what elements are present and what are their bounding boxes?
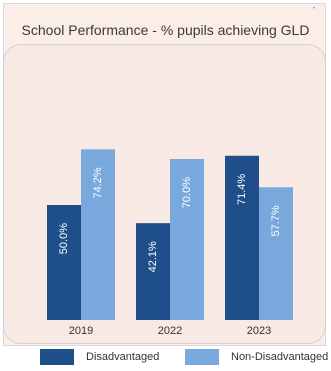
bar-non-disadvantaged-2023 bbox=[259, 187, 293, 320]
data-label-disadvantaged-2019: 50.0% bbox=[58, 223, 70, 254]
data-label-non-disadvantaged-2023: 57.7% bbox=[270, 205, 282, 236]
data-label-disadvantaged-2022: 42.1% bbox=[147, 241, 159, 272]
x-tick-label-2022: 2022 bbox=[158, 325, 182, 337]
legend-item-non-disadvantaged: Non-Disadvantaged bbox=[185, 349, 328, 365]
x-tick-label-2019: 2019 bbox=[69, 325, 93, 337]
legend-swatch-disadvantaged bbox=[40, 349, 74, 365]
bar-disadvantaged-2022 bbox=[136, 223, 170, 320]
data-label-non-disadvantaged-2019: 74.2% bbox=[92, 167, 104, 198]
bar-non-disadvantaged-2019 bbox=[81, 149, 115, 320]
x-tick-label-2023: 2023 bbox=[247, 325, 271, 337]
decorative-dot: • bbox=[312, 6, 315, 12]
bar-non-disadvantaged-2022 bbox=[170, 159, 204, 320]
legend-item-disadvantaged: Disadvantaged bbox=[40, 349, 159, 365]
legend: Disadvantaged Non-Disadvantaged bbox=[0, 349, 331, 371]
legend-label-non-disadvantaged: Non-Disadvantaged bbox=[231, 351, 329, 363]
bar-disadvantaged-2023 bbox=[225, 155, 259, 320]
legend-swatch-non-disadvantaged bbox=[185, 349, 219, 365]
data-label-disadvantaged-2023: 71.4% bbox=[236, 174, 248, 205]
legend-label-disadvantaged: Disadvantaged bbox=[86, 351, 160, 363]
chart-title: School Performance - % pupils achieving … bbox=[21, 22, 310, 38]
bar-disadvantaged-2019 bbox=[47, 205, 81, 320]
data-label-non-disadvantaged-2022: 70.0% bbox=[181, 177, 193, 208]
